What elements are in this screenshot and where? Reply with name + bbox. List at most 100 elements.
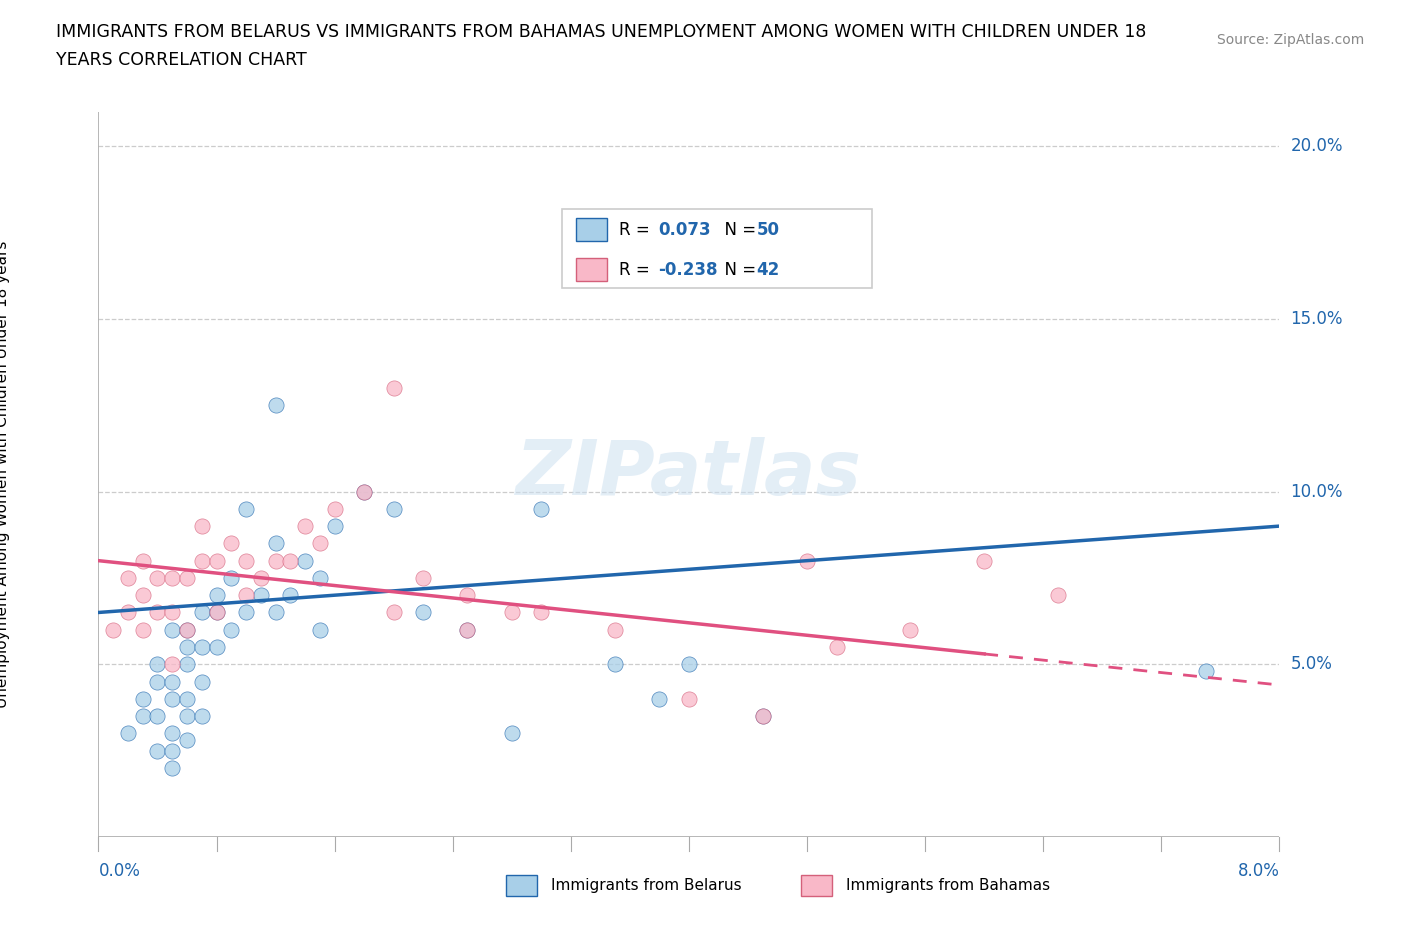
Text: N =: N =	[714, 220, 762, 239]
Point	[146, 605, 169, 620]
Point	[456, 622, 478, 637]
Point	[308, 570, 332, 585]
Text: -0.238: -0.238	[658, 260, 717, 279]
Point	[132, 691, 155, 706]
Point	[117, 605, 139, 620]
Point	[176, 622, 198, 637]
Point	[191, 674, 214, 689]
Point	[191, 709, 214, 724]
Point	[176, 733, 198, 748]
Text: R =: R =	[619, 220, 655, 239]
Point	[146, 674, 169, 689]
Text: 5.0%: 5.0%	[1291, 656, 1333, 673]
Point	[605, 657, 627, 671]
Point	[382, 380, 405, 395]
Point	[162, 605, 183, 620]
Point	[162, 691, 183, 706]
Point	[176, 709, 198, 724]
Point	[796, 553, 818, 568]
Point	[1194, 664, 1216, 679]
Point	[250, 588, 273, 603]
Point	[146, 743, 169, 758]
Point	[132, 622, 155, 637]
Point	[605, 622, 627, 637]
Point	[308, 536, 332, 551]
Point	[117, 726, 139, 741]
Text: 10.0%: 10.0%	[1291, 483, 1343, 500]
Text: Immigrants from Belarus: Immigrants from Belarus	[551, 878, 742, 893]
Point	[219, 622, 242, 637]
Point	[294, 553, 316, 568]
Point	[323, 501, 346, 516]
Point	[501, 605, 523, 620]
Point	[176, 691, 198, 706]
Text: N =: N =	[714, 260, 762, 279]
Text: 50: 50	[756, 220, 779, 239]
Point	[264, 536, 287, 551]
Point	[250, 570, 273, 585]
Point	[162, 622, 183, 637]
Point	[176, 570, 198, 585]
Text: 0.0%: 0.0%	[98, 862, 141, 880]
Point	[162, 761, 183, 776]
Text: 8.0%: 8.0%	[1237, 862, 1279, 880]
Point	[146, 570, 169, 585]
Point	[264, 398, 287, 413]
Point	[382, 605, 405, 620]
Point	[132, 553, 155, 568]
Point	[132, 709, 155, 724]
Point	[176, 640, 198, 655]
Point	[825, 640, 848, 655]
Point	[191, 640, 214, 655]
Point	[751, 709, 773, 724]
Point	[751, 709, 773, 724]
Point	[264, 553, 287, 568]
Point	[1046, 588, 1069, 603]
Point	[235, 588, 257, 603]
Point	[205, 588, 228, 603]
Point	[176, 622, 198, 637]
Point	[205, 553, 228, 568]
Point	[146, 709, 169, 724]
Point	[235, 553, 257, 568]
Point	[278, 553, 301, 568]
Text: YEARS CORRELATION CHART: YEARS CORRELATION CHART	[56, 51, 307, 69]
Point	[678, 657, 700, 671]
Point	[530, 501, 553, 516]
Point	[103, 622, 124, 637]
Point	[501, 726, 523, 741]
Text: ZIPatlas: ZIPatlas	[516, 437, 862, 512]
Point	[219, 570, 242, 585]
Text: Source: ZipAtlas.com: Source: ZipAtlas.com	[1216, 33, 1364, 46]
Point	[456, 588, 478, 603]
Point	[191, 605, 214, 620]
Point	[162, 570, 183, 585]
Text: Unemployment Among Women with Children Under 18 years: Unemployment Among Women with Children U…	[0, 241, 10, 708]
Point	[205, 640, 228, 655]
Point	[294, 519, 316, 534]
Point	[648, 691, 671, 706]
Point	[146, 657, 169, 671]
Point	[132, 588, 155, 603]
Point	[264, 605, 287, 620]
Text: 20.0%: 20.0%	[1291, 137, 1343, 155]
Point	[973, 553, 995, 568]
Point	[323, 519, 346, 534]
Point	[278, 588, 301, 603]
Point	[235, 605, 257, 620]
Point	[205, 605, 228, 620]
Text: 15.0%: 15.0%	[1291, 310, 1343, 328]
Point	[176, 657, 198, 671]
Point	[412, 570, 434, 585]
Point	[308, 622, 332, 637]
Point	[162, 726, 183, 741]
Point	[678, 691, 700, 706]
Point	[353, 485, 375, 499]
Point	[530, 605, 553, 620]
Point	[162, 674, 183, 689]
Text: 42: 42	[756, 260, 780, 279]
Point	[162, 657, 183, 671]
Point	[191, 519, 214, 534]
Text: IMMIGRANTS FROM BELARUS VS IMMIGRANTS FROM BAHAMAS UNEMPLOYMENT AMONG WOMEN WITH: IMMIGRANTS FROM BELARUS VS IMMIGRANTS FR…	[56, 23, 1147, 41]
Point	[191, 553, 214, 568]
